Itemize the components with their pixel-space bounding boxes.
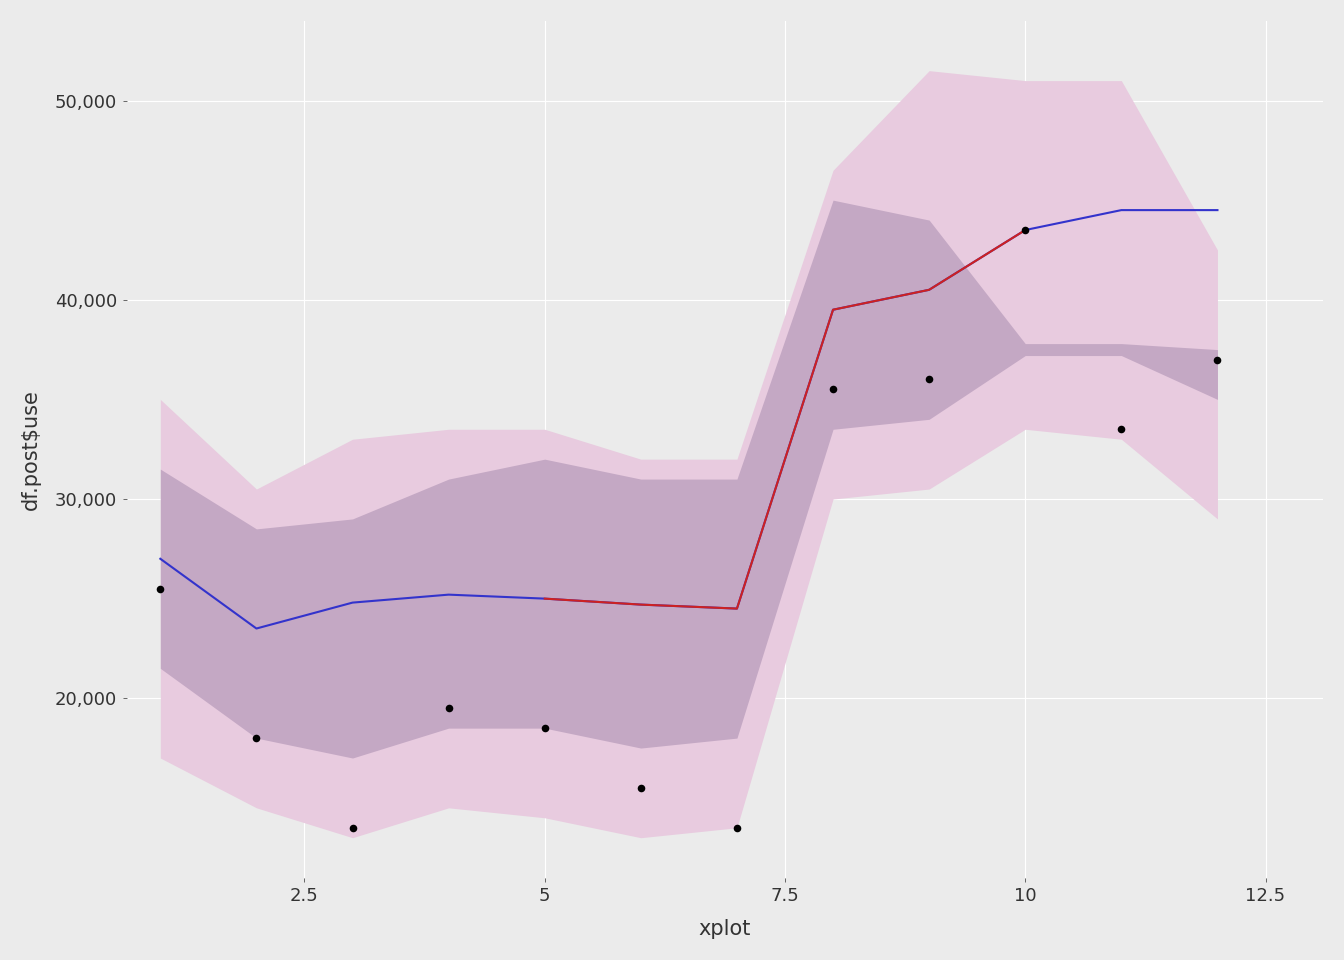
Point	[534, 720, 555, 735]
Point	[1015, 223, 1036, 238]
Point	[918, 372, 939, 387]
Point	[246, 731, 267, 746]
Y-axis label: df.post$use: df.post$use	[22, 389, 40, 510]
X-axis label: xplot: xplot	[699, 919, 751, 939]
Point	[1207, 352, 1228, 368]
Point	[823, 382, 844, 397]
Point	[726, 820, 747, 835]
Point	[149, 581, 171, 596]
Point	[438, 701, 460, 716]
Point	[341, 820, 363, 835]
Point	[630, 780, 652, 796]
Point	[1110, 421, 1132, 437]
